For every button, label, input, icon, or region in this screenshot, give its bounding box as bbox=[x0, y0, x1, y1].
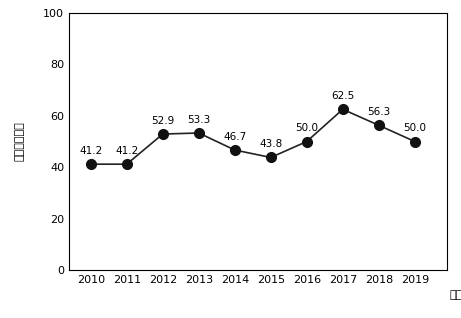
Text: 50.0: 50.0 bbox=[295, 123, 318, 133]
Text: 53.3: 53.3 bbox=[187, 115, 210, 125]
Text: 41.2: 41.2 bbox=[115, 146, 138, 156]
Text: 50.0: 50.0 bbox=[403, 123, 426, 133]
Text: 46.7: 46.7 bbox=[223, 132, 246, 142]
Text: 達成率（％）: 達成率（％） bbox=[15, 121, 25, 161]
Text: （年度）: （年度） bbox=[450, 290, 461, 300]
Text: 43.8: 43.8 bbox=[259, 139, 283, 149]
Text: 52.9: 52.9 bbox=[151, 116, 174, 126]
Text: 62.5: 62.5 bbox=[331, 91, 355, 101]
Text: 56.3: 56.3 bbox=[367, 107, 390, 117]
Text: 41.2: 41.2 bbox=[79, 146, 102, 156]
